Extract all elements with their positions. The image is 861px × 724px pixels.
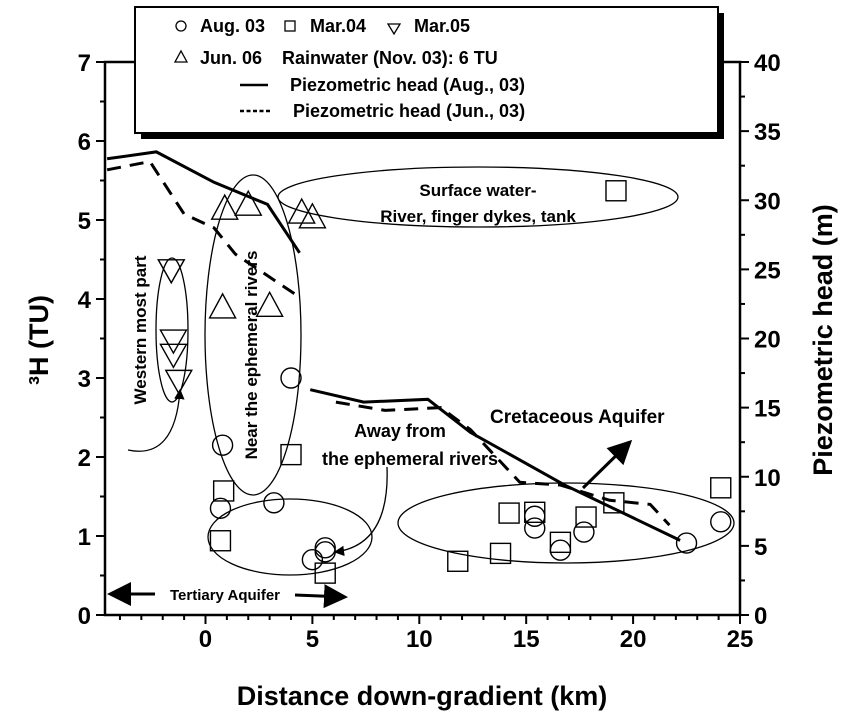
y-right-tick-label: 25: [754, 257, 781, 284]
annotation-cretaceous: Cretaceous Aquifer: [490, 407, 665, 428]
y-tick-label: 0: [78, 603, 91, 630]
aug03-point: [524, 517, 546, 539]
mar04-point: [498, 502, 520, 524]
legend-head-aug: Piezometric head (Aug., 03): [290, 75, 525, 95]
western-arrow: [127, 388, 185, 452]
mar04-point: [575, 506, 597, 528]
x-tick-label: 20: [620, 626, 647, 653]
mar04-point: [710, 477, 732, 499]
x-tick-label: 0: [199, 626, 212, 653]
y-axis-right-label: Piezometric head (m): [808, 204, 838, 476]
aug03-point: [211, 434, 234, 456]
y-right-tick-label: 35: [754, 119, 781, 146]
near-rivers-ellipse: [204, 174, 302, 496]
mar05-point: [157, 259, 186, 285]
plot-frame: [103, 60, 742, 617]
x-tick-label: 10: [406, 626, 433, 653]
piezometric-head-aug03-line: [309, 388, 681, 542]
x-axis-label: Distance down-gradient (km): [237, 681, 608, 711]
y-right-tick-label: 15: [754, 396, 781, 423]
aug03-point: [301, 549, 324, 571]
annotation-away-1: Away from: [354, 421, 446, 441]
jun06-point: [255, 290, 284, 318]
cretaceous-arrow: [581, 439, 633, 490]
aug03-point: [524, 505, 546, 527]
legend-mar04: Mar.04: [310, 16, 366, 36]
legend-mar05: Mar.05: [414, 16, 470, 36]
mar04-point: [489, 542, 512, 565]
annotation-surface-water-types: River, finger dykes, tank: [380, 207, 576, 226]
legend-triangle-up-marker: [173, 49, 189, 63]
aug03-point: [263, 492, 285, 514]
aug03-point: [209, 497, 232, 520]
aug03-point: [549, 539, 572, 561]
legend-jun06: Jun. 06: [200, 48, 262, 68]
annotations: [107, 166, 735, 609]
y-tick-label: 2: [78, 445, 91, 472]
jun06-point: [208, 292, 237, 319]
y-tick-label: 6: [78, 129, 91, 156]
mar04-point: [524, 501, 546, 523]
x-tick-label: 25: [727, 626, 754, 653]
y-tick-label: 3: [78, 366, 91, 393]
jun06-point: [210, 193, 239, 220]
mar04-point: [549, 531, 572, 554]
tertiary-cluster-ellipse: [207, 498, 373, 576]
legend-triangle-down-marker: [386, 23, 402, 36]
legend-circle-marker: [175, 20, 187, 32]
y-tick-label: 1: [78, 524, 91, 551]
aug03-point: [573, 521, 595, 543]
aug03-point: [314, 537, 336, 559]
aug03-point: [675, 532, 698, 554]
y-tick-label: 4: [78, 287, 92, 314]
y-right-tick-label: 5: [754, 534, 767, 561]
x-tick-label: 5: [306, 626, 319, 653]
aug03-point: [280, 367, 302, 389]
y-tick-label: 7: [78, 50, 91, 77]
legend-head-jun: Piezometric head (Jun., 03): [293, 101, 525, 121]
y-right-tick-label: 0: [754, 603, 767, 630]
y-axis-label: ³H (TU): [24, 295, 54, 385]
mar04-point: [212, 480, 235, 502]
away-arrow: [333, 466, 388, 557]
mar05-point: [159, 329, 188, 355]
mar04-point: [603, 492, 625, 514]
y-right-tick-label: 30: [754, 188, 781, 215]
western-ellipse: [155, 257, 189, 403]
jun06-point: [234, 189, 263, 216]
mar05-point: [164, 369, 193, 395]
piezometric-head-jun03-line: [106, 159, 297, 296]
y-right-tick-label: 40: [754, 50, 781, 77]
legend-square-marker: [284, 20, 296, 32]
mar04-point: [605, 180, 627, 202]
legend-rainwater: Rainwater (Nov. 03): 6 TU: [282, 48, 498, 68]
annotation-tertiary: Tertiary Aquifer: [170, 587, 280, 604]
annotation-near-rivers: Near the ephemeral rivers: [242, 251, 261, 460]
legend-aug03: Aug. 03: [200, 16, 265, 36]
legend: Aug. 03 Mar.04 Mar.05 Jun. 06 Rainwater …: [134, 6, 724, 139]
aug03-point: [710, 511, 732, 533]
y-right-tick-label: 10: [754, 465, 781, 492]
mar04-point: [209, 530, 232, 552]
annotation-western: Western most part: [131, 255, 150, 404]
x-tick-label: 15: [513, 626, 540, 653]
cretaceous-ellipse: [397, 482, 735, 564]
mar04-point: [280, 443, 302, 466]
y-right-tick-label: 20: [754, 327, 781, 354]
annotation-away-2: the ephemeral rivers: [322, 449, 498, 469]
mar04-point: [447, 550, 469, 572]
mar05-point: [159, 343, 188, 369]
piezometric-head-aug03-line: [106, 150, 301, 254]
piezometric-head-jun03-line: [335, 400, 671, 527]
tertiary-arrow-right: [294, 584, 348, 609]
y-tick-label: 5: [78, 208, 91, 235]
annotation-surface-water: Surface water-: [419, 181, 536, 200]
